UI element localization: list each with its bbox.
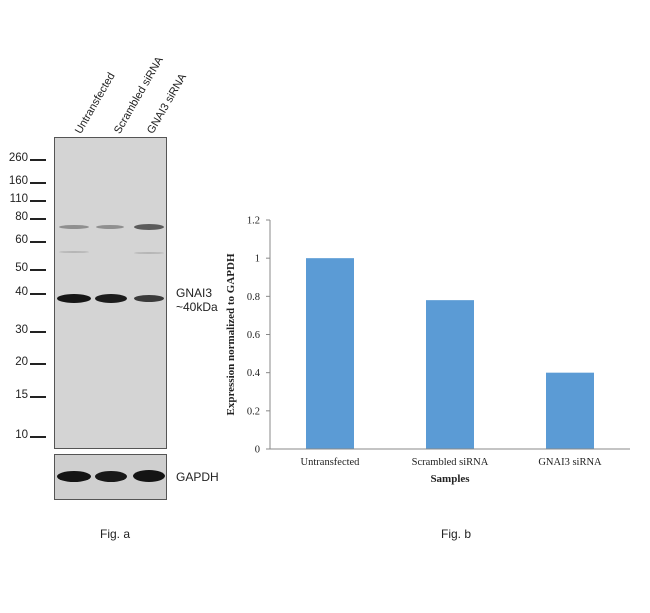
mw-tick <box>30 293 46 295</box>
mw-label-260: 260 <box>8 152 28 164</box>
x-tick-label: Untransfected <box>301 457 361 468</box>
mw-tick <box>30 182 46 184</box>
y-tick-label: 0.8 <box>247 292 260 303</box>
gapdh-band-scrambled <box>95 471 127 482</box>
mw-tick <box>30 269 46 271</box>
figure-b-caption: Fig. b <box>441 527 472 541</box>
mw-tick <box>30 363 46 365</box>
mw-label-50: 50 <box>15 262 28 274</box>
mw-label-30: 30 <box>15 324 28 336</box>
bar-scrambled-sirna <box>426 300 474 449</box>
mw-tick <box>30 200 46 202</box>
blot-band <box>96 225 124 229</box>
loading-control-label: GAPDH <box>176 470 219 484</box>
y-tick-label: 0.4 <box>247 368 261 379</box>
mw-label-160: 160 <box>8 175 28 187</box>
blot-band <box>134 224 164 230</box>
gapdh-band-untransfected <box>57 471 91 482</box>
gapdh-band-gnai3-sirna <box>133 470 165 482</box>
mw-label-80: 80 <box>15 211 28 223</box>
mw-tick <box>30 396 46 398</box>
x-axis-ticks: Untransfected Scrambled siRNA GNAI3 siRNA <box>301 457 603 468</box>
blot-band <box>59 225 89 229</box>
y-tick-label: 1 <box>255 254 260 265</box>
target-label-size: ~40kDa <box>176 300 218 314</box>
mw-label-60: 60 <box>15 234 28 246</box>
y-axis-ticks: 0 0.2 0.4 0.6 0.8 1 1.2 <box>247 216 270 456</box>
target-label: GNAI3 ~40kDa <box>176 286 218 314</box>
mw-label-20: 20 <box>15 356 28 368</box>
bars-group <box>306 258 594 449</box>
y-tick-label: 0 <box>255 445 260 456</box>
blot-gapdh-panel <box>54 454 167 500</box>
y-tick-label: 0.6 <box>247 330 260 341</box>
mw-label-10: 10 <box>15 429 28 441</box>
mw-tick <box>30 331 46 333</box>
y-tick-label: 1.2 <box>247 216 260 227</box>
mw-tick <box>30 218 46 220</box>
mw-label-15: 15 <box>15 389 28 401</box>
blot-band <box>134 252 164 254</box>
y-axis-title: Expression normalized to GAPDH <box>225 253 237 415</box>
mw-tick <box>30 436 46 438</box>
gnai3-band-untransfected <box>57 294 91 303</box>
blot-main-panel <box>54 137 167 449</box>
x-tick-label: Scrambled siRNA <box>412 457 489 468</box>
y-tick-label: 0.2 <box>247 406 260 417</box>
gnai3-band-scrambled <box>95 294 127 303</box>
mw-label-110: 110 <box>9 193 28 205</box>
target-label-name: GNAI3 <box>176 286 213 300</box>
blot-band <box>59 251 89 253</box>
bar-gnai3-sirna <box>546 372 594 449</box>
western-blot-figure: Untransfected Scrambled siRNA GNAI3 siRN… <box>0 0 260 560</box>
bar-untransfected <box>306 258 354 449</box>
mw-tick <box>30 159 46 161</box>
gnai3-band-gnai3-sirna <box>134 295 164 302</box>
mw-tick <box>30 241 46 243</box>
lane-label-untransfected: Untransfected <box>73 70 118 136</box>
x-tick-label: GNAI3 siRNA <box>538 457 602 468</box>
x-axis-title: Samples <box>430 473 470 485</box>
figure-a-caption: Fig. a <box>100 527 131 541</box>
bar-chart: 0 0.2 0.4 0.6 0.8 1 1.2 Untransfected Scrambled… <box>225 216 630 485</box>
mw-label-40: 40 <box>15 286 28 298</box>
